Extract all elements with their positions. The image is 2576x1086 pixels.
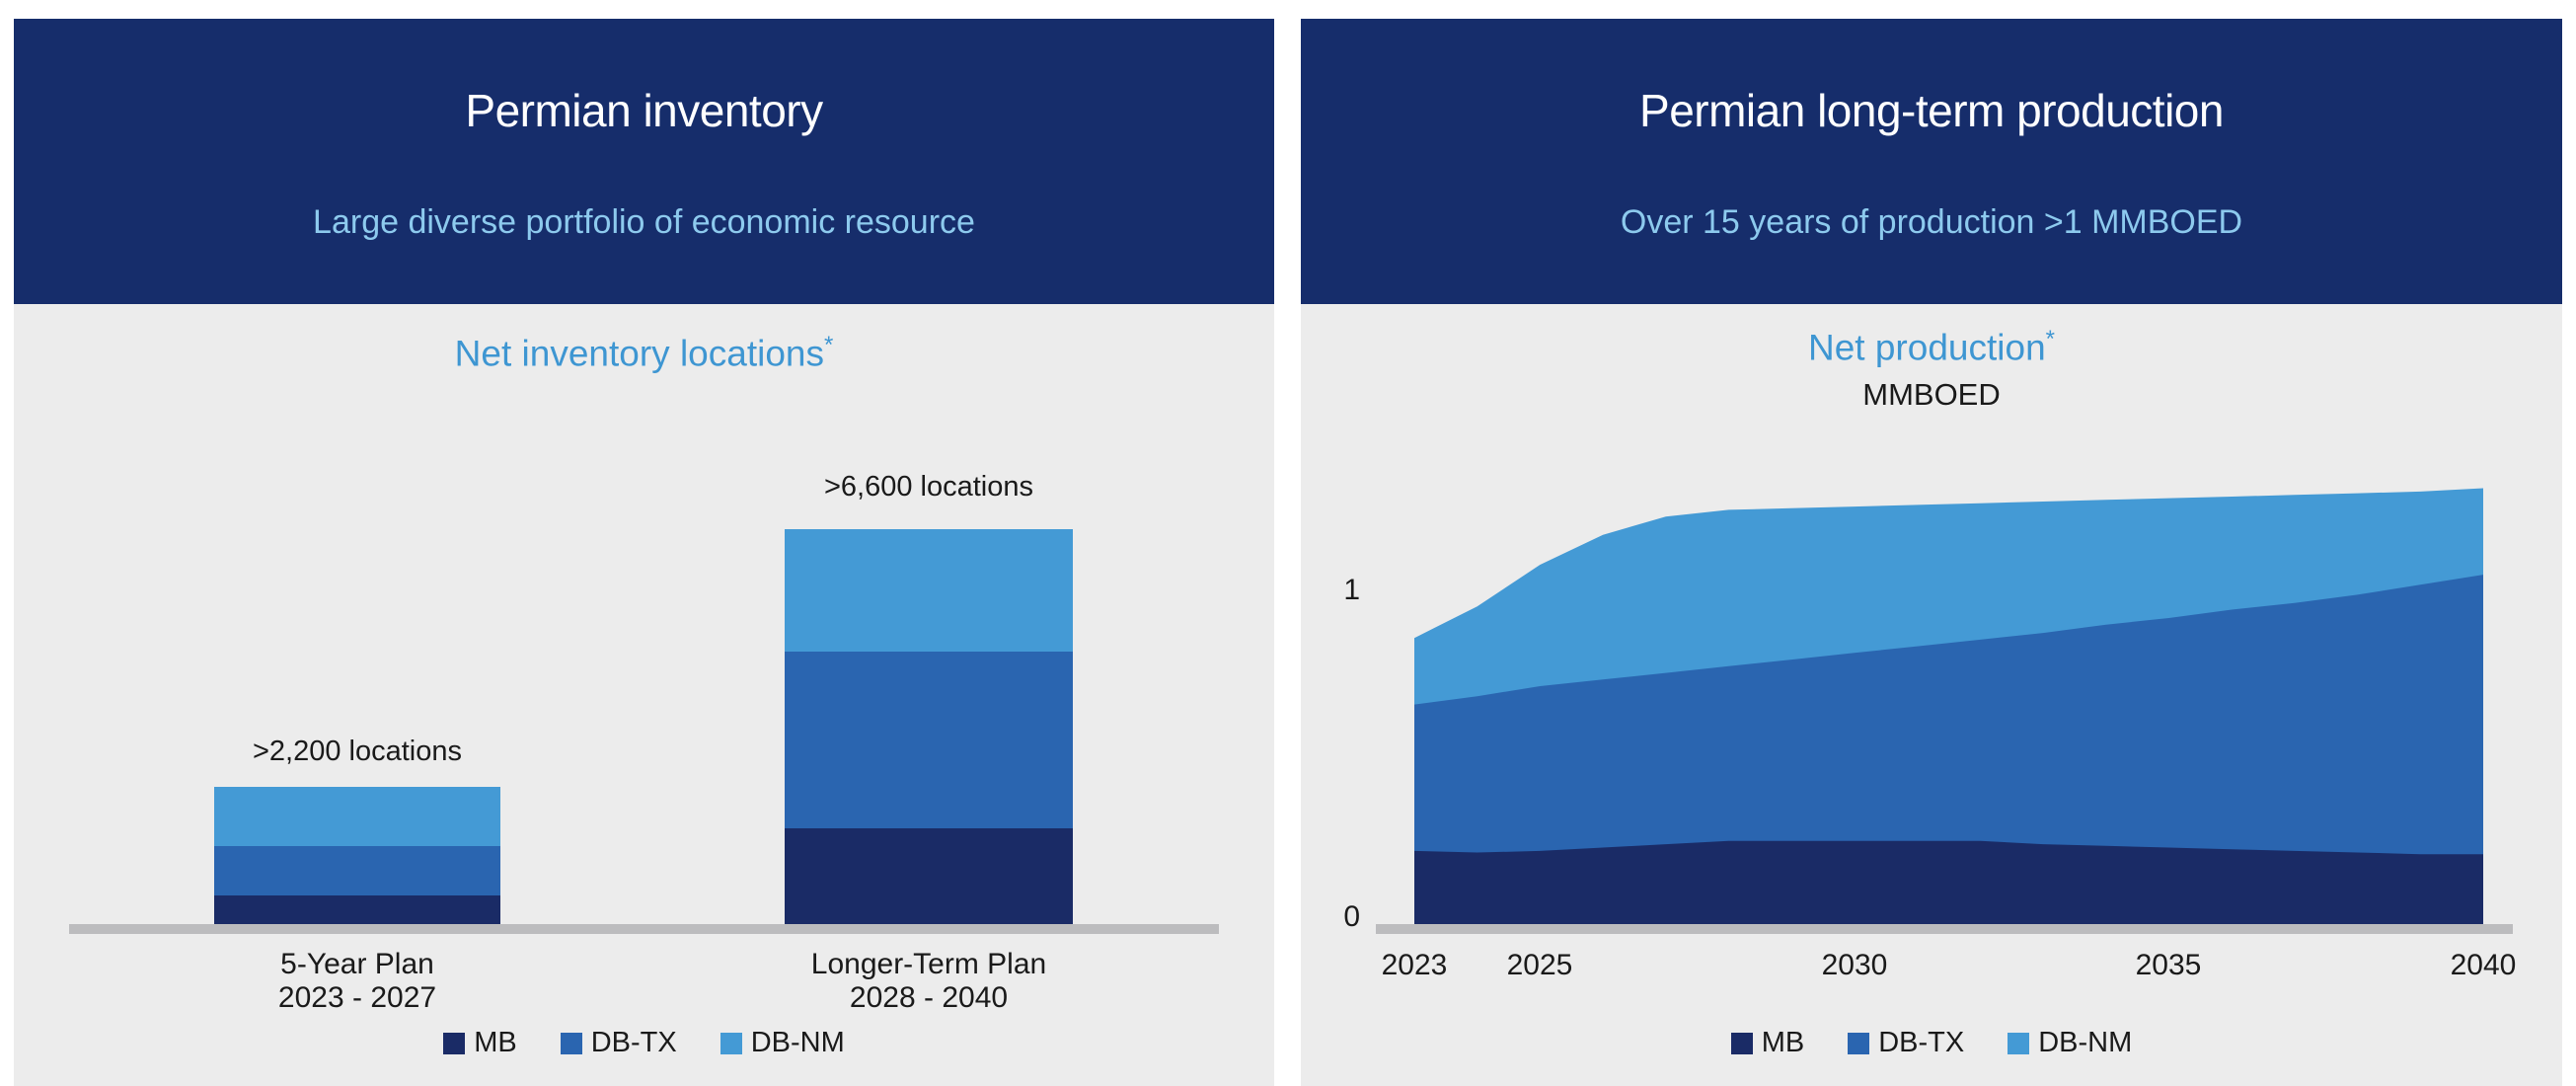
right-legend: MB DB-TX DB-NM: [1301, 1027, 2562, 1059]
left-chart-title: Net inventory locations*: [14, 332, 1274, 374]
bar-segment-db-nm-0: [214, 787, 500, 847]
legend-label: DB-TX: [1878, 1027, 1965, 1058]
bar1-annotation: >2,200 locations: [252, 736, 463, 767]
xtick-2025: 2025: [1506, 949, 1573, 981]
right-x-axis-line: [1376, 924, 2513, 934]
legend-swatch-mb: [1730, 1032, 1753, 1054]
right-chart-title: Net production*: [1301, 326, 2562, 368]
legend-item-mb: MB: [1730, 1027, 1805, 1059]
left-chart-title-footnote-marker: *: [823, 332, 834, 358]
left-panel-subtitle: Large diverse portfolio of economic reso…: [313, 203, 975, 241]
bar2-annotation: >6,600 locations: [823, 471, 1034, 503]
bar2-category-line1: Longer-Term Plan: [810, 948, 1047, 980]
bar1-category-label: 5-Year Plan 2023 - 2027: [150, 948, 565, 1015]
legend-item-db-nm: DB-NM: [2008, 1027, 2132, 1059]
left-panel-title: Permian inventory: [465, 85, 823, 136]
ytick-0: 0: [1343, 900, 1360, 933]
legend-item-db-nm: DB-NM: [720, 1027, 845, 1059]
right-panel-header: Permian long-term production Over 15 yea…: [1301, 19, 2562, 304]
ytick-1: 1: [1343, 574, 1360, 606]
permian-inventory-panel: Permian inventory Large diverse portfoli…: [14, 19, 1274, 1086]
bar-segment-db-nm-1: [785, 529, 1073, 653]
legend-item-db-tx: DB-TX: [560, 1027, 677, 1059]
xtick-2030: 2030: [1821, 949, 1888, 981]
legend-label: DB-NM: [2038, 1027, 2133, 1058]
legend-label: DB-NM: [750, 1027, 845, 1058]
left-x-axis-line: [69, 924, 1219, 934]
right-chart-units: MMBOED: [1862, 377, 2001, 412]
legend-swatch-mb: [443, 1032, 466, 1054]
xtick-2023: 2023: [1381, 949, 1448, 981]
bar1-category-line1: 5-Year Plan: [280, 948, 434, 980]
legend-label: MB: [474, 1027, 517, 1058]
legend-label: DB-TX: [590, 1027, 677, 1058]
permian-production-panel: Permian long-term production Over 15 yea…: [1301, 19, 2562, 1086]
bar-segment-mb-0: [214, 894, 500, 924]
left-panel-header: Permian inventory Large diverse portfoli…: [14, 19, 1274, 304]
bar2-category-line2: 2028 - 2040: [849, 981, 1009, 1014]
production-area-chart: [1414, 488, 2483, 924]
legend-swatch-db-nm: [2008, 1032, 2030, 1054]
legend-item-mb: MB: [443, 1027, 517, 1059]
xtick-2035: 2035: [2135, 949, 2202, 981]
bar1-category-line2: 2023 - 2027: [277, 981, 437, 1014]
bar2-category-label: Longer-Term Plan 2028 - 2040: [721, 948, 1136, 1015]
legend-swatch-db-tx: [560, 1032, 582, 1054]
legend-label: MB: [1761, 1027, 1805, 1058]
left-legend: MB DB-TX DB-NM: [14, 1027, 1274, 1059]
xtick-2040: 2040: [2450, 949, 2517, 981]
left-chart-title-text: Net inventory locations: [454, 333, 824, 374]
right-chart-title-footnote-marker: *: [2045, 326, 2055, 352]
right-panel-subtitle: Over 15 years of production >1 MMBOED: [1620, 203, 2243, 241]
area-layer-mb: [1414, 840, 2483, 924]
bar-segment-db-tx-0: [214, 846, 500, 895]
right-panel-title: Permian long-term production: [1639, 85, 2224, 136]
bar-segment-db-tx-1: [785, 652, 1073, 829]
area-layer-db-tx: [1414, 575, 2483, 924]
legend-swatch-db-tx: [1848, 1032, 1870, 1054]
bar-segment-mb-1: [785, 828, 1073, 924]
right-chart-title-text: Net production: [1808, 327, 2046, 368]
legend-item-db-tx: DB-TX: [1848, 1027, 1964, 1059]
legend-swatch-db-nm: [720, 1032, 742, 1054]
